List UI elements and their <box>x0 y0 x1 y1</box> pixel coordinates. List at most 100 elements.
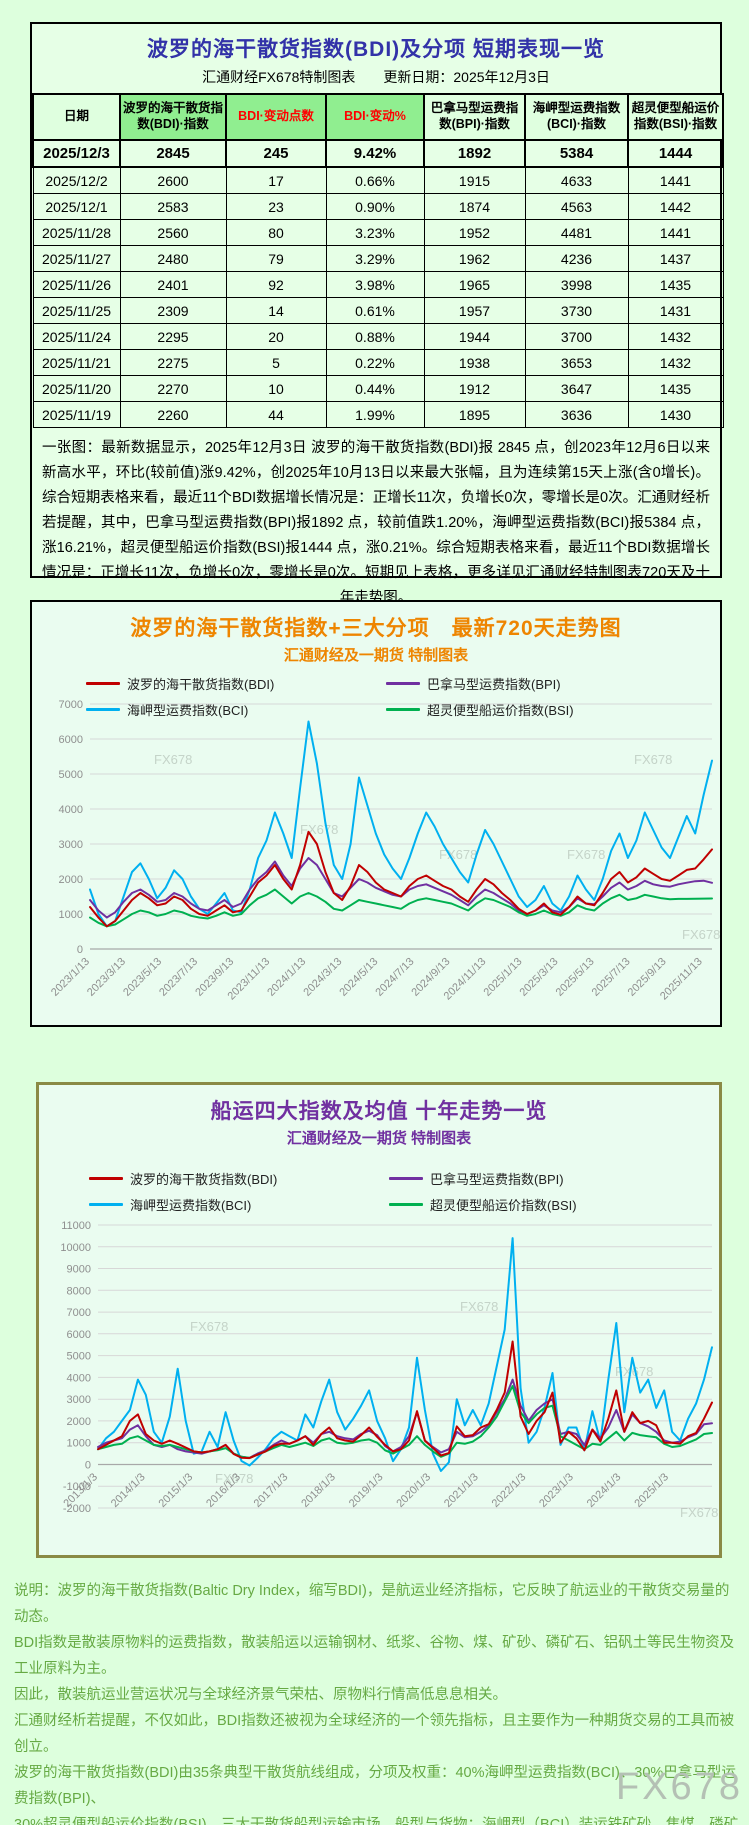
table-cell: 2025/12/1 <box>32 193 121 220</box>
x-axis-tick-label: 2024/1/3 <box>585 1471 624 1510</box>
table-cell: 1938 <box>423 349 526 376</box>
y-axis-tick-label: 7000 <box>59 699 83 711</box>
column-header: 波罗的海干散货指数(BDI)·指数 <box>119 93 227 141</box>
fx678-watermark: FX678 <box>460 1299 498 1314</box>
legend-label: 巴拿马型运费指数(BPI) <box>430 1172 564 1187</box>
table-cell: 1435 <box>627 271 724 298</box>
table-cell: 1431 <box>627 297 724 324</box>
table-cell: 1441 <box>627 166 724 194</box>
legend-line-swatch <box>86 682 120 685</box>
legend-label: 波罗的海干散货指数(BDI) <box>130 1172 278 1187</box>
table-row: 2025/11/20 2270 10 0.44% 1912 3647 1435 <box>32 375 724 402</box>
table-cell: 23 <box>225 193 327 220</box>
legend-item: 超灵便型船运价指数(BSI) <box>386 700 666 719</box>
table-cell: 3.23% <box>325 219 425 246</box>
notes-block: 说明：波罗的海干散货指数(Baltic Dry Index，缩写BDI)，是航运… <box>14 1578 740 1825</box>
table-cell: 2480 <box>119 245 227 272</box>
chart-10y-legend: 波罗的海干散货指数(BDI) 巴拿马型运费指数(BPI) 海岬型运费指数(BCI) 超… <box>39 1169 719 1214</box>
table-cell: 2401 <box>119 271 227 298</box>
table-cell: 1962 <box>423 245 526 272</box>
chart-720-panel: 波罗的海干散货指数+三大分项 最新720天走势图 汇通财经及一期货 特制图表 波… <box>30 600 722 1027</box>
table-cell: 1441 <box>627 219 724 246</box>
table-cell: 1442 <box>627 193 724 220</box>
column-header: 海岬型运费指数(BCI)·指数 <box>524 93 629 141</box>
line-chart-720: 0 1000 2000 3000 4000 5000 6000 7000 FX678 FX678 F… <box>49 699 720 1002</box>
table-cell: 4633 <box>524 166 629 194</box>
table-cell: 1432 <box>627 349 724 376</box>
table-row: 2025/11/21 2275 5 0.22% 1938 3653 1432 <box>32 349 724 376</box>
fx678-watermark: FX678 <box>634 752 672 767</box>
table-cell: 4563 <box>524 193 629 220</box>
table-cell: 3636 <box>524 401 629 428</box>
table-cell: 1435 <box>627 375 724 402</box>
column-header: 日期 <box>32 93 121 141</box>
legend-label: 巴拿马型运费指数(BPI) <box>427 677 561 692</box>
y-axis-tick-label: 3000 <box>59 839 83 851</box>
table-cell: 20 <box>225 323 327 350</box>
table-header: 日期 波罗的海干散货指数(BDI)·指数 BDI·变动点数 BDI·变动% 巴拿马型运费… <box>32 93 724 141</box>
y-axis-tick-label: 1000 <box>67 1438 91 1450</box>
table-row: 2025/12/3 2845 245 9.42% 1892 5384 1444 <box>32 139 724 168</box>
table-cell: 1444 <box>627 139 724 168</box>
fx678-watermark: FX678 <box>616 1766 743 1808</box>
table-cell: 3653 <box>524 349 629 376</box>
table-cell: 1895 <box>423 401 526 428</box>
table-row: 2025/11/27 2480 79 3.29% 1962 4236 1437 <box>32 245 724 272</box>
chart-10y-title: 船运四大指数及均值 十年走势一览 <box>210 1100 548 1123</box>
y-axis-tick-label: 4000 <box>59 804 83 816</box>
table-row: 2025/11/28 2560 80 3.23% 1952 4481 1441 <box>32 219 724 246</box>
bdi-short-term-panel: 波罗的海干散货指数(BDI)及分项 短期表现一览 汇通财经FX678特制图表 更… <box>30 22 724 606</box>
table-cell: 1892 <box>423 139 526 168</box>
column-header: 超灵便型船运价指数(BSI)·指数 <box>627 93 724 141</box>
legend-item: 巴拿马型运费指数(BPI) <box>389 1169 669 1188</box>
note-line: 因此，散装航运业营运状况与全球经济景气荣枯、原物料行情高低息息相关。 <box>14 1687 507 1703</box>
table-cell: 2260 <box>119 401 227 428</box>
y-axis-tick-label: 3000 <box>67 1394 91 1406</box>
table-cell: 0.90% <box>325 193 425 220</box>
summary-text: 一张图：最新数据显示，2025年12月3日 波罗的海干散货指数(BDI)报 28… <box>42 440 710 606</box>
table-cell: 2025/11/21 <box>32 349 121 376</box>
fx678-watermark: FX678 <box>300 822 338 837</box>
x-axis-tick-label: 2020/1/3 <box>394 1471 433 1510</box>
chart-10y-panel: 船运四大指数及均值 十年走势一览 汇通财经及一期货 特制图表 波罗的海干散货指数… <box>36 1082 722 1558</box>
table-cell: 2025/11/26 <box>32 271 121 298</box>
series-line <box>97 1378 713 1459</box>
table-cell: 2295 <box>119 323 227 350</box>
fx678-watermark: FX678 <box>215 1471 253 1486</box>
table-row: 2025/11/26 2401 92 3.98% 1965 3998 1435 <box>32 271 724 298</box>
table-cell: 1.99% <box>325 401 425 428</box>
y-axis-tick-label: 6000 <box>67 1329 91 1341</box>
table-cell: 1874 <box>423 193 526 220</box>
table-cell: 2025/11/19 <box>32 401 121 428</box>
table-cell: 2309 <box>119 297 227 324</box>
fx678-watermark: FX678 <box>567 847 605 862</box>
table-cell: 2275 <box>119 349 227 376</box>
note-line: 汇通财经析若提醒，不仅如此，BDI指数还被视为全球经济的一个领先指标，且主要作为… <box>14 1713 735 1755</box>
column-header: BDI·变动点数 <box>225 93 327 141</box>
table-cell: 0.66% <box>325 166 425 194</box>
table-cell: 0.61% <box>325 297 425 324</box>
y-axis-tick-label: 5000 <box>67 1351 91 1363</box>
table-cell: 3647 <box>524 375 629 402</box>
table-row: 2025/11/19 2260 44 1.99% 1895 3636 1430 <box>32 401 724 428</box>
legend-item: 超灵便型船运价指数(BSI) <box>389 1195 669 1214</box>
fx678-watermark: FX678 <box>615 1364 653 1379</box>
table-cell: 2583 <box>119 193 227 220</box>
table-cell: 14 <box>225 297 327 324</box>
series-line <box>89 888 713 928</box>
table-row: 2025/12/2 2600 17 0.66% 1915 4633 1441 <box>32 166 724 194</box>
note-line: 30%超灵便型船运价指数(BSI)，三大干散货船型运输市场。船型与货物：海岬型（… <box>14 1817 739 1825</box>
table-subtitle: 汇通财经FX678特制图表 更新日期：2025年12月3日 <box>202 69 550 85</box>
table-cell: 1952 <box>423 219 526 246</box>
legend-label: 超灵便型船运价指数(BSI) <box>430 1198 577 1213</box>
y-axis-tick-label: -2000 <box>63 1503 91 1515</box>
table-cell: 2600 <box>119 166 227 194</box>
legend-line-swatch <box>386 708 420 711</box>
table-cell: 3998 <box>524 271 629 298</box>
y-axis-tick-label: 7000 <box>67 1307 91 1319</box>
table-cell: 3.29% <box>325 245 425 272</box>
y-axis-tick-label: 10000 <box>60 1242 91 1254</box>
table-row: 2025/12/1 2583 23 0.90% 1874 4563 1442 <box>32 193 724 220</box>
fx678-watermark: FX678 <box>190 1319 228 1334</box>
y-axis-tick-label: 8000 <box>67 1285 91 1297</box>
